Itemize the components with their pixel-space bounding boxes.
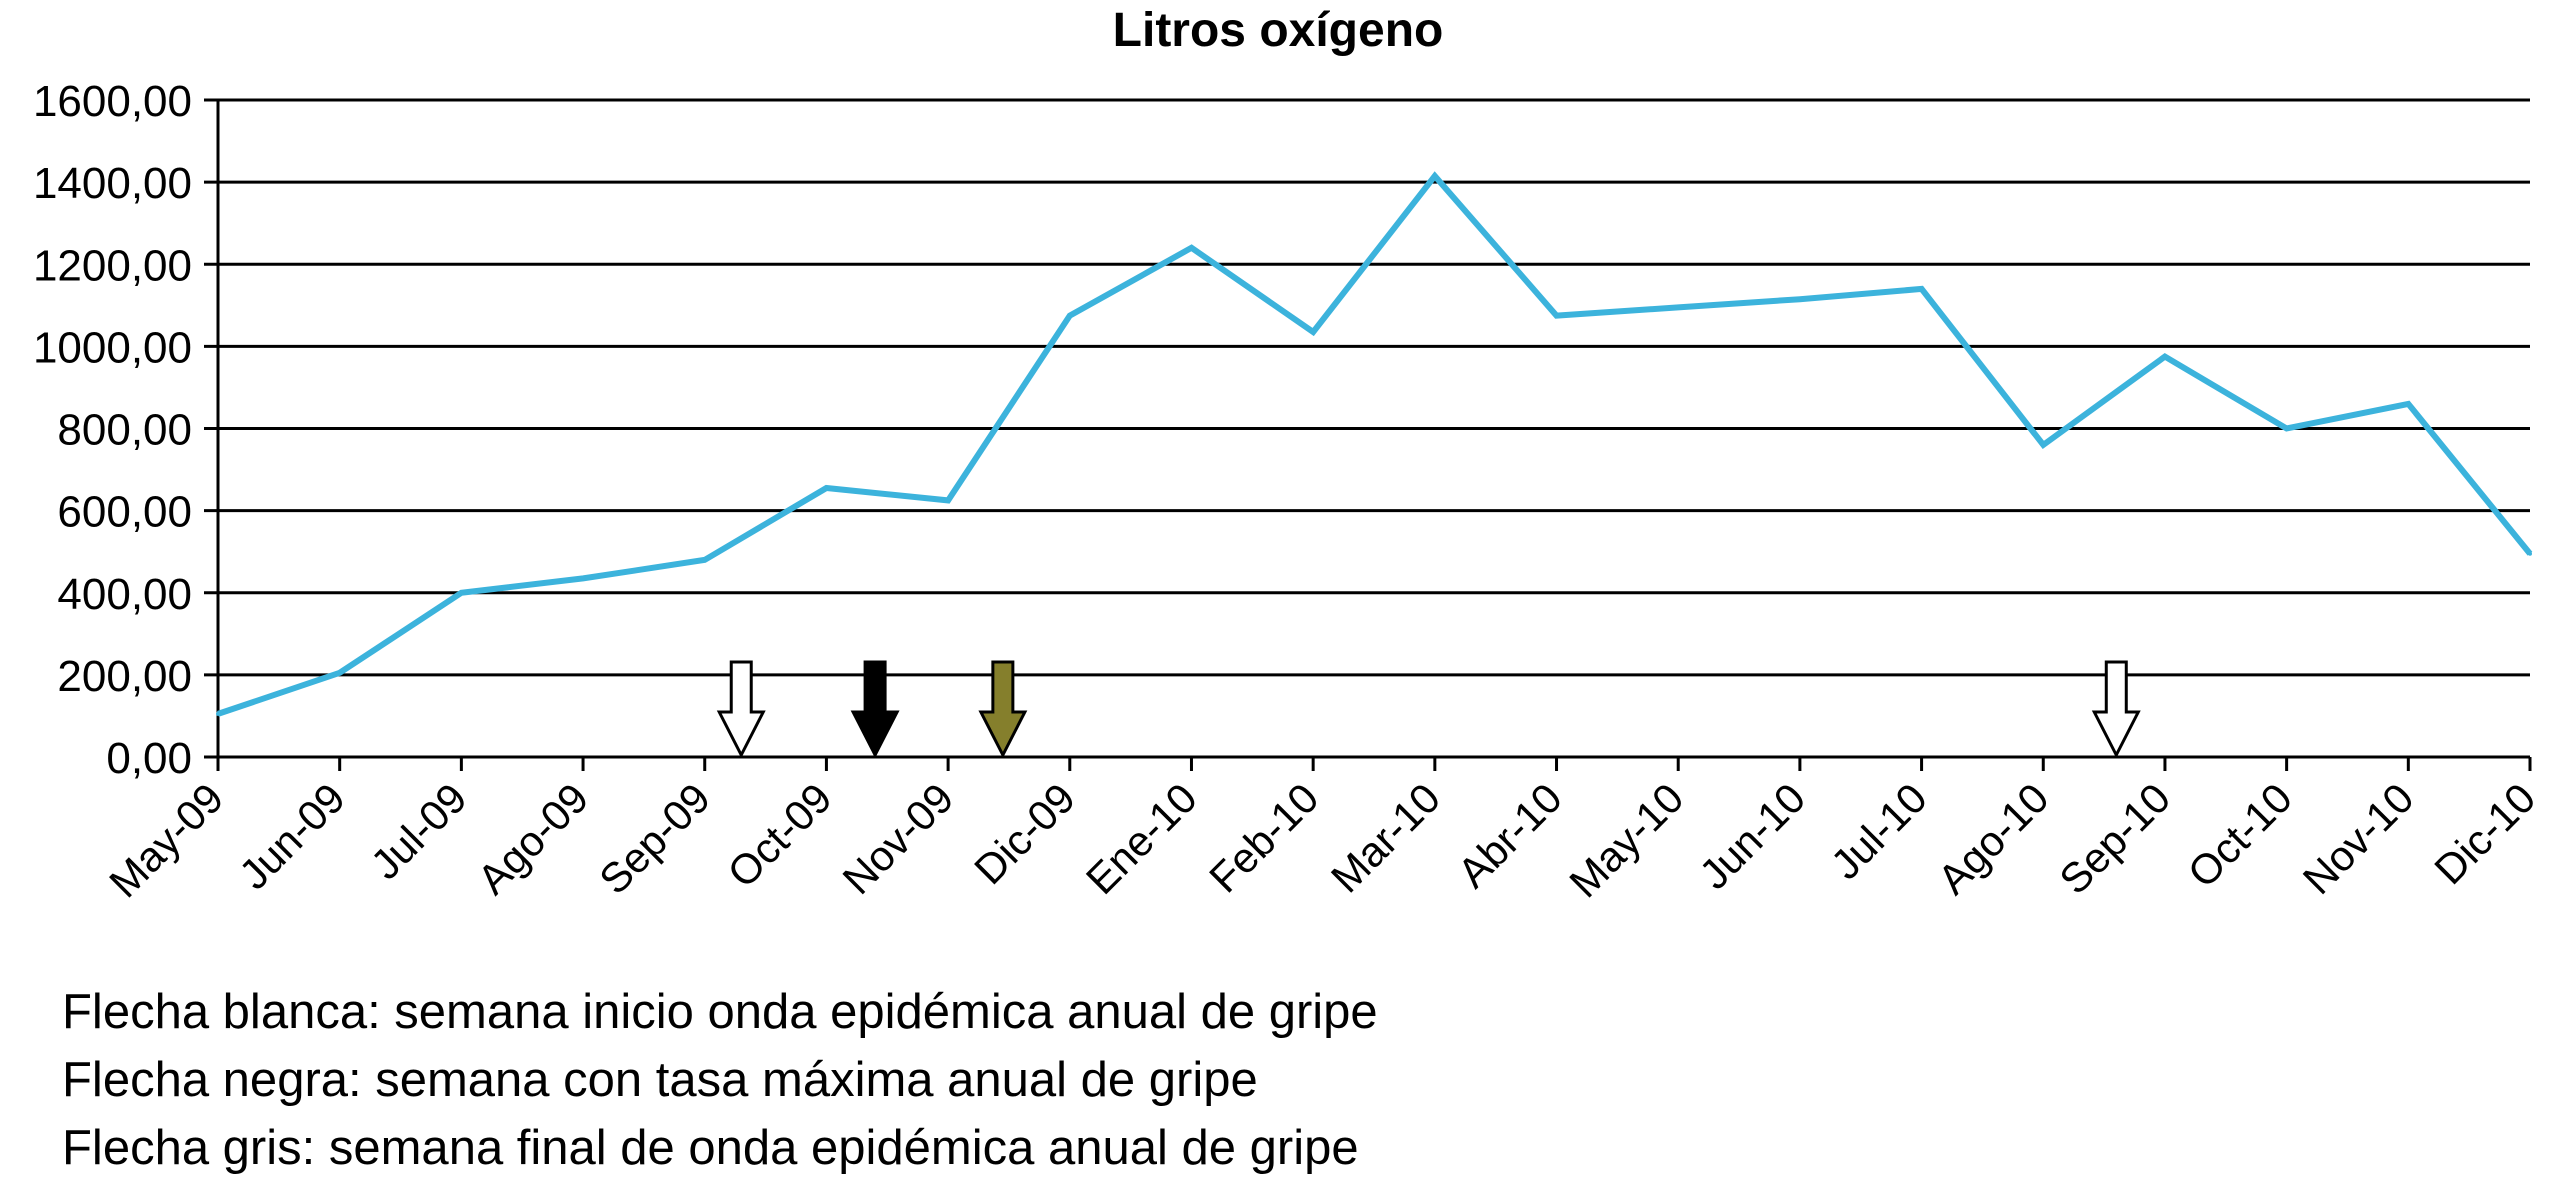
- x-tick-label: Sep-09: [590, 774, 719, 903]
- data-point: [1189, 245, 1194, 250]
- x-tick-label: Dic-09: [965, 774, 1084, 893]
- data-point: [1919, 286, 1924, 291]
- data-point: [2406, 401, 2411, 406]
- data-point: [1311, 330, 1316, 335]
- x-tick-label: Jul-10: [1822, 774, 1936, 888]
- event-arrow-icon: [978, 660, 1028, 759]
- axes: [204, 98, 2532, 771]
- y-axis-tick-labels: 0,00 200,00 400,00 600,00 800,00 1000,00 1200,…: [33, 77, 192, 783]
- y-tick-label: 400,00: [57, 570, 192, 619]
- data-point: [946, 498, 951, 503]
- data-point: [2528, 551, 2532, 556]
- data-point: [702, 557, 707, 562]
- event-arrows: [716, 660, 2141, 759]
- note-gray-arrow: Flecha gris: semana final de onda epidém…: [62, 1121, 1359, 1175]
- y-tick-label: 0,00: [106, 734, 192, 783]
- event-arrow-icon: [850, 660, 900, 759]
- y-tick-label: 1400,00: [33, 159, 192, 208]
- x-tick-label: May-10: [1560, 774, 1692, 906]
- x-tick-label: Jun-09: [230, 774, 354, 898]
- x-tick-label: Ago-09: [468, 774, 597, 903]
- data-point: [1554, 313, 1559, 318]
- y-tick-label: 600,00: [57, 488, 192, 537]
- chart-title: Litros oxígeno: [1113, 4, 1444, 57]
- data-point: [581, 576, 586, 581]
- y-tick-label: 1600,00: [33, 77, 192, 126]
- note-white-arrow: Flecha blanca: semana inicio onda epidém…: [62, 985, 1378, 1039]
- x-tick-label: Sep-10: [2050, 774, 2179, 903]
- legend-notes: Flecha blanca: semana inicio onda epidém…: [62, 978, 1378, 1182]
- x-tick-label: Feb-10: [1200, 774, 1327, 901]
- series-line: [217, 171, 2533, 717]
- data-point: [2162, 354, 2167, 359]
- y-tick-label: 1200,00: [33, 241, 192, 290]
- data-point: [1067, 313, 1072, 318]
- y-tick-label: 800,00: [57, 406, 192, 455]
- x-tick-label: Mar-10: [1322, 774, 1449, 901]
- x-tick-label: Jul-09: [362, 774, 476, 888]
- x-tick-label: Abr-10: [1449, 774, 1571, 896]
- series-line-group: [216, 171, 2533, 717]
- x-tick-label: Nov-09: [833, 774, 962, 903]
- x-tick-label: Nov-10: [2294, 774, 2423, 903]
- x-tick-label: Oct-10: [2179, 774, 2301, 896]
- y-tick-label: 200,00: [57, 652, 192, 701]
- data-point: [2041, 442, 2046, 447]
- data-point: [1676, 305, 1681, 310]
- x-tick-label: Ago-10: [1929, 774, 2058, 903]
- note-black-arrow: Flecha negra: semana con tasa máxima anu…: [62, 1053, 1258, 1107]
- event-arrow-icon: [2091, 660, 2141, 759]
- data-point: [337, 670, 342, 675]
- x-tick-label: Dic-10: [2425, 774, 2544, 893]
- x-tick-label: May-09: [100, 774, 232, 906]
- data-point: [2284, 426, 2289, 431]
- x-tick-label: Jun-10: [1690, 774, 1814, 898]
- data-point: [459, 590, 464, 595]
- data-point: [824, 486, 829, 491]
- x-tick-label: Oct-09: [718, 774, 840, 896]
- data-point: [1797, 297, 1802, 302]
- data-point: [1432, 173, 1437, 178]
- grid-lines: [218, 98, 2530, 759]
- event-arrow-icon: [716, 660, 766, 759]
- x-tick-label: Ene-10: [1077, 774, 1206, 903]
- data-point: [216, 711, 220, 716]
- y-tick-label: 1000,00: [33, 323, 192, 372]
